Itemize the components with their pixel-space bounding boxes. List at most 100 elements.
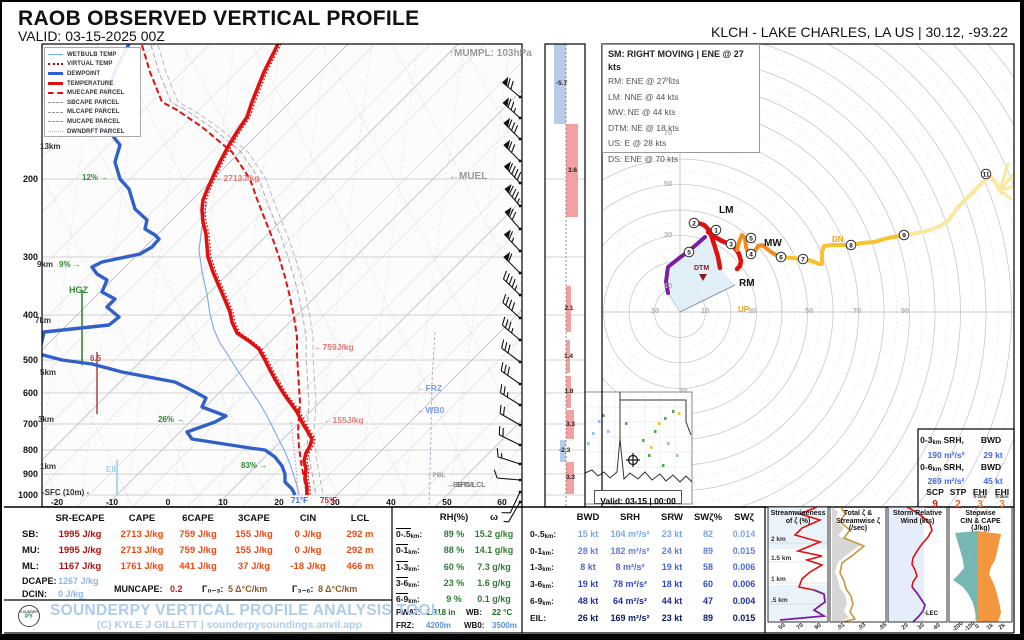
omega-value: -5.7: [556, 80, 568, 87]
shear-header: SRH: [619, 512, 641, 523]
logo-text: SOUNDER: [20, 610, 38, 614]
storm-motion-box: SM: RIGHT MOVING | ENE @ 27 kts RM: ENE @…: [602, 44, 760, 164]
omega-value: 1.4: [564, 352, 574, 360]
panel-title: Stepwise CIN & CAPE (J/kg): [960, 510, 1001, 532]
annotation: ↑MUMPL: 103hPa: [449, 48, 532, 59]
shear-value: 169 m²/s²: [610, 612, 650, 623]
logo-text2: PY: [24, 614, 33, 620]
legend-swatch-dewpoint: [48, 72, 63, 76]
shear-row-label: 0-.5km:: [530, 529, 557, 540]
footer-title: SOUNDERPY VERTICAL PROFILE ANALYSIS TOOL: [50, 602, 441, 619]
index-header-sub: 0-3km: [995, 494, 1009, 499]
w-header: ω: [489, 512, 499, 523]
legend-label: MLCAPE PARCEL: [67, 109, 120, 116]
legend-item: MUCAPE PARCEL: [45, 117, 140, 127]
shear-value: 0.015: [732, 612, 756, 623]
temp-tick: 0: [165, 497, 171, 507]
km-label: 1km: [40, 462, 57, 471]
muncape-label: MUNCAPE:: [114, 584, 163, 594]
omega-value: 3.3: [566, 474, 576, 481]
temp-tick: 50: [442, 497, 452, 507]
thermo-value: 1995 J/kg: [58, 529, 102, 540]
lapse03-label: Γ₀₋₃:: [202, 584, 224, 594]
wb-label: WB:: [466, 608, 482, 617]
pressure-label: 900: [22, 469, 38, 479]
temp-tick: -20: [50, 497, 64, 507]
lapse36-label: Γ₃₋₆:: [292, 584, 314, 594]
index-header: EHI: [994, 487, 1010, 497]
annotation: ←FRZ: [417, 383, 443, 393]
shear-row-label: 0-1km:: [530, 545, 554, 557]
thermo-value: 292 m: [346, 545, 374, 556]
wb0-value: 3500m: [492, 621, 517, 630]
km-label: 9km: [37, 260, 54, 269]
ring-label: 70: [663, 128, 673, 137]
ring-label: 30: [678, 386, 688, 395]
svg-text:7: 7: [801, 256, 805, 263]
bwd06-label: BWD: [980, 462, 1002, 472]
annotation: ←WB0: [417, 405, 445, 415]
shear-value: 44 kt: [661, 595, 683, 606]
motion-label-up: UP: [738, 305, 750, 314]
pressure-label: 300: [22, 252, 38, 262]
temp-tick: 10: [218, 497, 228, 507]
annotation: 12% →: [82, 173, 109, 182]
omega-value: 1.8: [564, 388, 574, 395]
right-border: [1020, 2, 1022, 638]
footer-credit: (C) KYLE J GILLETT | sounderpysoundings.…: [97, 619, 362, 631]
ring-label: 70: [852, 306, 862, 315]
svg-text:5: 5: [749, 235, 753, 242]
shear-value: 64 m²/s²: [612, 595, 648, 606]
annotation: ←759J/kg: [314, 342, 354, 352]
shear-value: 23 kt: [661, 529, 683, 539]
annotation: 83% →: [241, 461, 268, 470]
annotation: HGZ: [69, 285, 88, 295]
shear-value: 104 m²/s²: [610, 529, 650, 539]
thermo-value: 0 J/kg: [294, 529, 322, 540]
dcape-label: DCAPE:: [22, 576, 57, 586]
omega-value: 3.3: [566, 420, 576, 428]
temp-tick: 40: [386, 497, 396, 507]
thermo-header: SR-ECAPE: [55, 513, 105, 524]
shear-value: 0.015: [732, 545, 756, 556]
thermo-value: 37 J/kg: [237, 561, 271, 572]
w-value: 14.1 g/kg: [474, 545, 514, 556]
annotation: ←MUEL: [449, 171, 488, 182]
legend-swatch-gray: [48, 102, 63, 104]
shear-row-label: EIL:: [530, 612, 547, 623]
thermo-value: 1761 J/kg: [120, 561, 164, 572]
ring-label: 10: [650, 306, 660, 315]
panel-title: Total ζ & Streamwise ζ (/sec): [835, 510, 881, 532]
panel-ylabel: .5 km: [771, 597, 788, 604]
wb0-label: WB0:: [464, 621, 485, 630]
index-value: 2: [955, 499, 961, 510]
legend-swatch-dwndrft: [48, 131, 63, 133]
page-title: RAOB OBSERVED VERTICAL PROFILE: [18, 7, 420, 30]
shear-value: 19 kt: [577, 579, 599, 590]
muncape-value: 0.2: [170, 584, 183, 594]
shear-value: 18 kt: [661, 579, 683, 590]
km-label: -SFC (10m) -: [42, 488, 90, 497]
temp-tick: 60: [497, 497, 507, 507]
bwd03-value: 29 kt: [983, 450, 1003, 460]
pressure-label: 1000: [17, 490, 38, 500]
legend-swatch-wetbulb: [48, 54, 63, 56]
index-header: EHI: [972, 487, 988, 497]
srh06-value: 269 m²/s²: [927, 476, 965, 486]
pressure-label: 200: [22, 174, 38, 184]
omega-value: -2.3: [559, 447, 571, 454]
ring-label: 30: [747, 306, 757, 315]
shear-value: 0.004: [732, 595, 756, 606]
sounderpy-logo: SOUNDER PY: [18, 605, 40, 627]
moisture-row-label: 6-9km:: [396, 593, 420, 606]
index-value: 3: [999, 499, 1005, 510]
shear-value: 26 kt: [577, 612, 599, 623]
ring-label: 10: [663, 281, 673, 290]
temp-tick: -10: [105, 497, 119, 507]
ring-label: 50: [663, 179, 673, 188]
pressure-label: 500: [22, 355, 38, 365]
shear-value: 8 kt: [580, 562, 596, 573]
dcin-value: 0 J/kg: [58, 589, 84, 599]
